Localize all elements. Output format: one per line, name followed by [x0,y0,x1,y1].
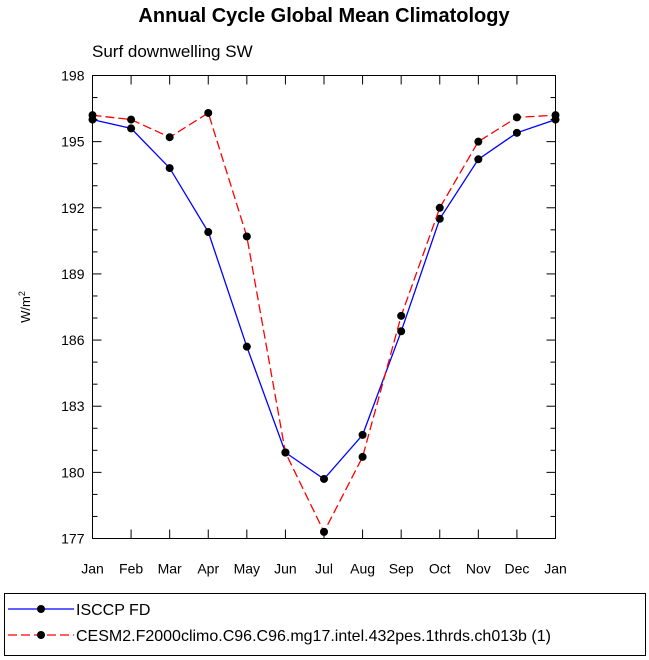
x-tick-label: Apr [197,561,219,577]
series-1-point [204,228,213,237]
legend-label-2: CESM2.F2000climo.C96.C96.mg17.intel.432p… [76,628,551,645]
y-tick-label: 177 [61,531,85,547]
plot-frame [92,75,556,539]
series-1-point [320,474,328,483]
x-tick-label: May [234,561,260,577]
x-tick-label: Sep [389,561,414,577]
y-axis-label-unit: W/m [18,296,33,323]
x-tick-label: Aug [350,561,375,577]
series-2-point [397,311,406,320]
y-tick-label: 186 [61,332,85,348]
y-tick-label: 192 [61,200,85,216]
y-tick-label: 180 [61,464,85,480]
series-2-point [204,108,213,117]
x-tick-label: Mar [158,561,182,577]
legend-box [4,593,646,656]
y-tick-label: 198 [61,68,85,84]
chart-title: Annual Cycle Global Mean Climatology [138,5,510,27]
series-2-point [512,113,521,122]
y-axis-label: W/m2 [17,291,33,323]
series-2-point [474,137,483,146]
y-tick-label: 195 [61,134,85,150]
y-axis: 177 180 183 186 189 192 195 198 [61,68,556,547]
x-tick-label: Oct [429,561,451,577]
series-1-point [397,327,406,336]
x-tick-label: Jun [274,561,297,577]
series-1-point [165,164,174,173]
x-tick-label: Jul [315,561,333,577]
x-tick-label: Nov [466,561,491,577]
series-2-point [165,133,174,142]
series-2-point [281,448,290,457]
series-1-point [474,155,483,164]
series-line-1 [92,118,556,480]
y-axis-label-exponent: 2 [17,291,27,296]
y-tick-label: 189 [61,266,85,282]
y-tick-label: 183 [61,398,85,414]
series-2-point [358,452,367,461]
x-tick-label: Jan [81,561,104,577]
series-1-point [358,430,367,439]
x-axis: Jan Feb Mar Apr May Jun Jul Aug Sep Oct Nov Dec Jan [81,75,567,577]
series-1-point [512,128,521,137]
series-1-point [435,214,444,223]
x-tick-label: Jan [544,561,567,577]
x-tick-label: Feb [119,561,143,577]
series-2-point [242,232,251,241]
series-line-2 [92,112,556,534]
series-2-point [127,115,136,124]
legend-marker-2 [37,631,45,639]
legend: ISCCP FD CESM2.F2000climo.C96.C96.mg17.in… [8,602,551,645]
legend-label-1: ISCCP FD [76,602,150,619]
legend-marker-1 [37,605,45,613]
chart-subtitle: Surf downwelling SW [92,42,253,61]
x-tick-label: Dec [504,561,529,577]
series-2-point [435,203,444,212]
series-layer [88,108,560,536]
series-2-point [320,527,328,536]
series-2-point [551,111,560,120]
series-2-point [88,111,97,120]
series-1-point [127,124,136,133]
series-1-point [242,342,251,351]
